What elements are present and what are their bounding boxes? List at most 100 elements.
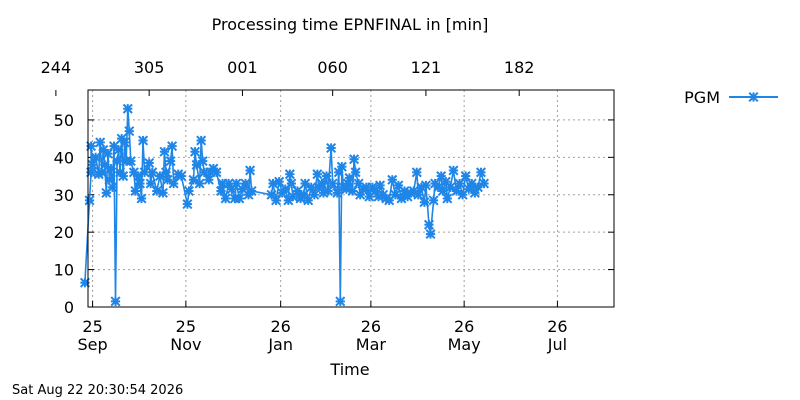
data-point xyxy=(96,167,107,178)
data-point xyxy=(454,178,465,189)
grid-layer xyxy=(88,90,614,307)
data-point xyxy=(182,199,193,210)
data-point xyxy=(475,167,486,178)
data-point xyxy=(104,174,115,185)
data-point xyxy=(211,167,222,178)
data-point xyxy=(136,193,147,204)
y-tick-label: 10 xyxy=(54,261,74,280)
timestamp-footer: Sat Aug 22 20:30:54 2026 xyxy=(12,383,183,398)
data-point xyxy=(437,186,448,197)
x-tick-label-day: 25 xyxy=(176,317,196,336)
data-point xyxy=(168,178,179,189)
x2-tick-label: 060 xyxy=(317,58,348,77)
x-tick-label-day: 26 xyxy=(270,317,290,336)
data-point xyxy=(375,180,386,191)
legend-marker-glyph xyxy=(748,91,759,103)
data-point xyxy=(336,161,347,172)
data-point xyxy=(130,186,141,197)
x2-tick-label: 001 xyxy=(227,58,258,77)
data-point xyxy=(246,186,257,197)
data-point xyxy=(145,178,156,189)
data-point xyxy=(90,152,101,163)
x-tick-label-day: 26 xyxy=(361,317,381,336)
series-layer xyxy=(79,103,490,307)
data-point xyxy=(102,148,113,159)
data-point xyxy=(87,159,98,170)
data-point xyxy=(86,141,97,152)
legend-label-pgm: PGM xyxy=(684,88,720,107)
data-point xyxy=(316,178,327,189)
x-tick-label-month: May xyxy=(448,335,481,354)
data-point xyxy=(165,156,176,167)
data-point xyxy=(321,171,332,182)
y-tick-label: 20 xyxy=(54,223,74,242)
data-point xyxy=(286,178,297,189)
data-point xyxy=(160,167,171,178)
data-point xyxy=(203,174,214,185)
data-point xyxy=(144,157,155,168)
data-point xyxy=(245,165,256,176)
data-point xyxy=(234,193,245,204)
data-point xyxy=(423,219,434,230)
legend: PGM xyxy=(684,88,778,107)
data-point xyxy=(425,229,436,240)
x-tick-label-month: Jul xyxy=(547,335,567,354)
data-point xyxy=(122,103,133,114)
data-point xyxy=(326,142,337,154)
y-tick-label: 30 xyxy=(54,186,74,205)
data-point xyxy=(448,165,459,176)
data-point xyxy=(460,171,471,182)
data-point xyxy=(472,182,483,193)
y-tick-label: 50 xyxy=(54,111,74,130)
x2-tick-label: 305 xyxy=(134,58,165,77)
data-point xyxy=(220,193,231,204)
x-tick-label-day: 26 xyxy=(547,317,567,336)
data-point xyxy=(327,178,338,189)
data-point xyxy=(333,167,344,178)
axis-layer: 0102030405025Sep25Nov26Jan26Mar26May26Ju… xyxy=(41,58,614,354)
data-point xyxy=(413,189,424,200)
data-point xyxy=(95,137,106,148)
data-point xyxy=(306,182,317,193)
data-point xyxy=(139,167,150,178)
x-tick-label-month: Sep xyxy=(78,335,108,354)
data-point xyxy=(312,169,323,180)
data-point xyxy=(350,167,361,178)
data-point xyxy=(119,137,130,148)
data-point xyxy=(191,159,202,170)
data-point xyxy=(197,156,208,167)
data-point xyxy=(112,156,123,167)
chart-title: Processing time EPNFINAL in [min] xyxy=(212,15,489,34)
data-point xyxy=(162,174,173,185)
data-point xyxy=(84,195,95,206)
data-point xyxy=(107,182,118,193)
data-point xyxy=(138,135,149,146)
data-point xyxy=(79,277,90,288)
data-point xyxy=(133,171,144,182)
data-point xyxy=(240,178,251,189)
y-tick-label: 0 xyxy=(64,298,74,317)
data-point xyxy=(157,187,168,198)
x-tick-label-day: 26 xyxy=(454,317,474,336)
x-axis-label: Time xyxy=(329,360,369,379)
data-point xyxy=(411,167,422,178)
x2-tick-label: 121 xyxy=(411,58,442,77)
data-point xyxy=(349,154,360,165)
legend-marker-pgm xyxy=(748,91,759,103)
data-point xyxy=(347,186,358,197)
data-point xyxy=(194,178,205,189)
data-point xyxy=(167,141,178,152)
data-point xyxy=(271,195,282,206)
data-point xyxy=(216,186,227,197)
data-point xyxy=(442,193,453,204)
x-tick-label-day: 25 xyxy=(82,317,102,336)
data-point xyxy=(479,178,490,189)
data-point xyxy=(309,189,320,200)
data-point xyxy=(110,296,121,307)
data-point xyxy=(147,167,158,178)
data-point xyxy=(125,156,136,167)
data-point xyxy=(428,195,439,206)
data-point xyxy=(335,296,346,307)
data-point xyxy=(105,163,116,174)
